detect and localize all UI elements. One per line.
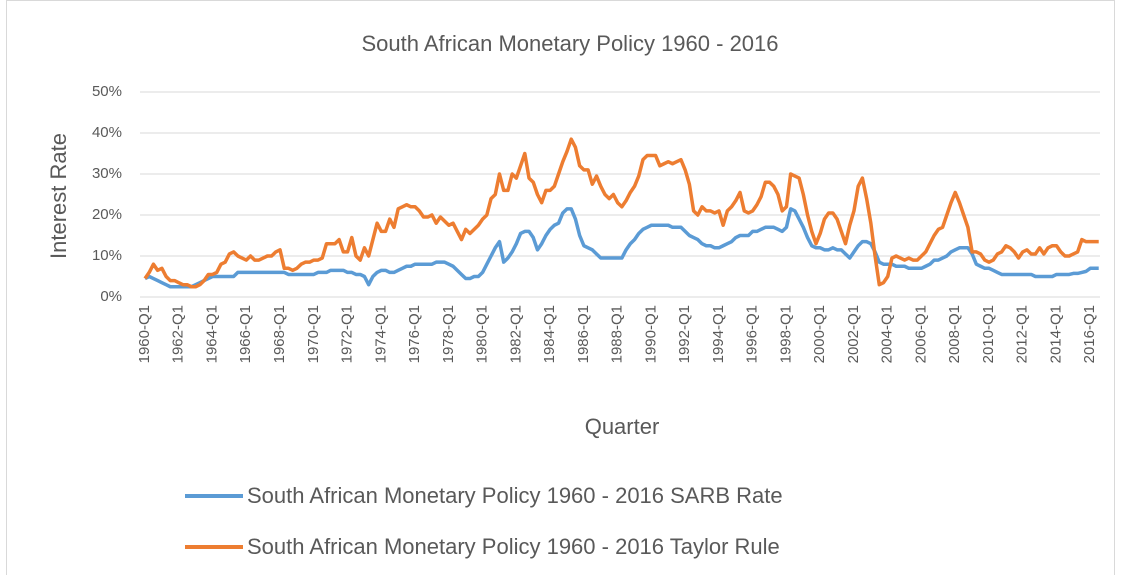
x-tick-label: 1966-Q1: [237, 305, 254, 363]
x-tick-label: 1988-Q1: [609, 305, 626, 363]
x-tick-label: 1984-Q1: [541, 305, 558, 363]
legend-label: South African Monetary Policy 1960 - 201…: [247, 534, 780, 559]
y-tick-label: 40%: [92, 124, 122, 141]
x-axis-title: Quarter: [585, 414, 660, 439]
x-tick-label: 1976-Q1: [406, 305, 423, 363]
x-tick-label: 1980-Q1: [474, 305, 491, 363]
x-tick-label: 1994-Q1: [710, 305, 727, 363]
x-tick-label: 2010-Q1: [980, 305, 997, 363]
y-tick-label: 20%: [92, 206, 122, 223]
x-tick-label: 2000-Q1: [811, 305, 828, 363]
x-tick-label: 1972-Q1: [339, 305, 356, 363]
legend-label: South African Monetary Policy 1960 - 201…: [247, 483, 783, 508]
x-tick-label: 2002-Q1: [845, 305, 862, 363]
x-tick-label: 2012-Q1: [1014, 305, 1031, 363]
x-tick-label: 2016-Q1: [1081, 305, 1098, 363]
x-tick-label: 1974-Q1: [372, 305, 389, 363]
chart-title: South African Monetary Policy 1960 - 201…: [361, 31, 778, 56]
x-tick-label: 1978-Q1: [440, 305, 457, 363]
x-tick-label: 1964-Q1: [203, 305, 220, 363]
x-tick-label: 1968-Q1: [271, 305, 288, 363]
x-tick-label: 1962-Q1: [170, 305, 187, 363]
x-tick-label: 2004-Q1: [879, 305, 896, 363]
y-tick-label: 50%: [92, 83, 122, 100]
y-tick-label: 10%: [92, 247, 122, 264]
x-tick-label: 1992-Q1: [676, 305, 693, 363]
y-tick-label: 0%: [100, 288, 122, 305]
series-line: [144, 207, 1099, 289]
x-tick-label: 1986-Q1: [575, 305, 592, 363]
y-axis-title: Interest Rate: [46, 133, 71, 259]
x-tick-label: 1998-Q1: [777, 305, 794, 363]
x-tick-label: 1990-Q1: [642, 305, 659, 363]
x-tick-label: 1996-Q1: [744, 305, 761, 363]
y-tick-label: 30%: [92, 165, 122, 182]
x-tick-label: 2008-Q1: [946, 305, 963, 363]
x-tick-label: 1982-Q1: [507, 305, 524, 363]
x-tick-label: 2006-Q1: [912, 305, 929, 363]
x-tick-label: 2014-Q1: [1047, 305, 1064, 363]
x-tick-label: 1970-Q1: [305, 305, 322, 363]
series-line: [143, 137, 1099, 289]
x-tick-label: 1960-Q1: [136, 305, 153, 363]
